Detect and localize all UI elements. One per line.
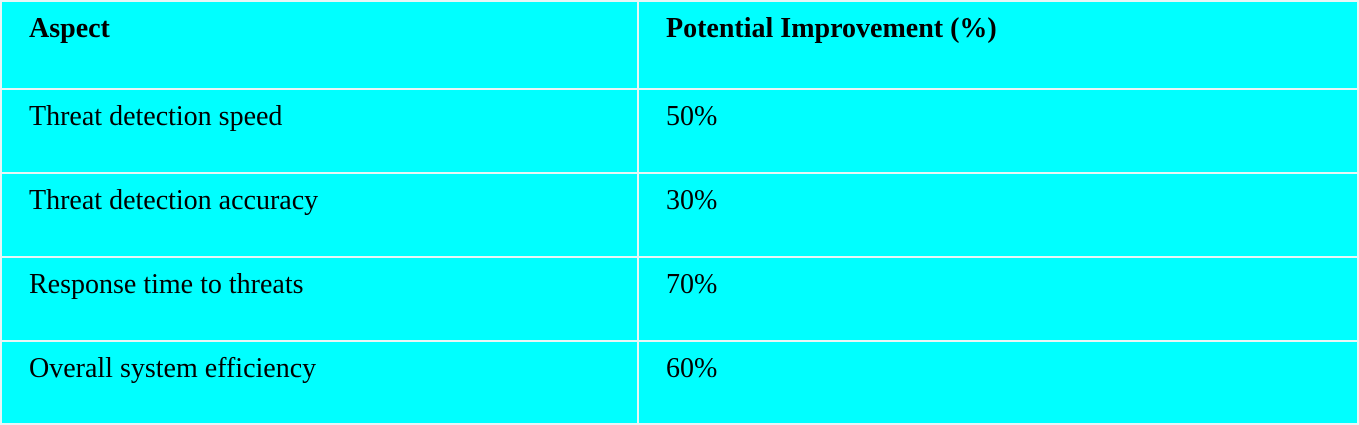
aspect-cell: Threat detection accuracy	[2, 174, 639, 256]
improvement-cell: 70%	[666, 269, 718, 300]
aspect-cell: Overall system efficiency	[2, 342, 639, 423]
improvement-cell: 30%	[666, 185, 718, 216]
table-header-row: Aspect Potential Improvement (%)	[2, 2, 1357, 90]
improvement-cell: 60%	[666, 353, 718, 384]
table-row: Response time to threats 70%	[2, 258, 1357, 342]
improvement-cell: 50%	[666, 101, 718, 132]
table-row: Threat detection accuracy 30%	[2, 174, 1357, 258]
header-aspect: Aspect	[2, 2, 639, 88]
table-row: Overall system efficiency 60%	[2, 342, 1357, 423]
aspect-cell: Response time to threats	[2, 258, 639, 340]
aspect-cell: Threat detection speed	[2, 90, 639, 172]
header-potential-improvement: Potential Improvement (%)	[666, 13, 997, 44]
table-row: Threat detection speed 50%	[2, 90, 1357, 174]
